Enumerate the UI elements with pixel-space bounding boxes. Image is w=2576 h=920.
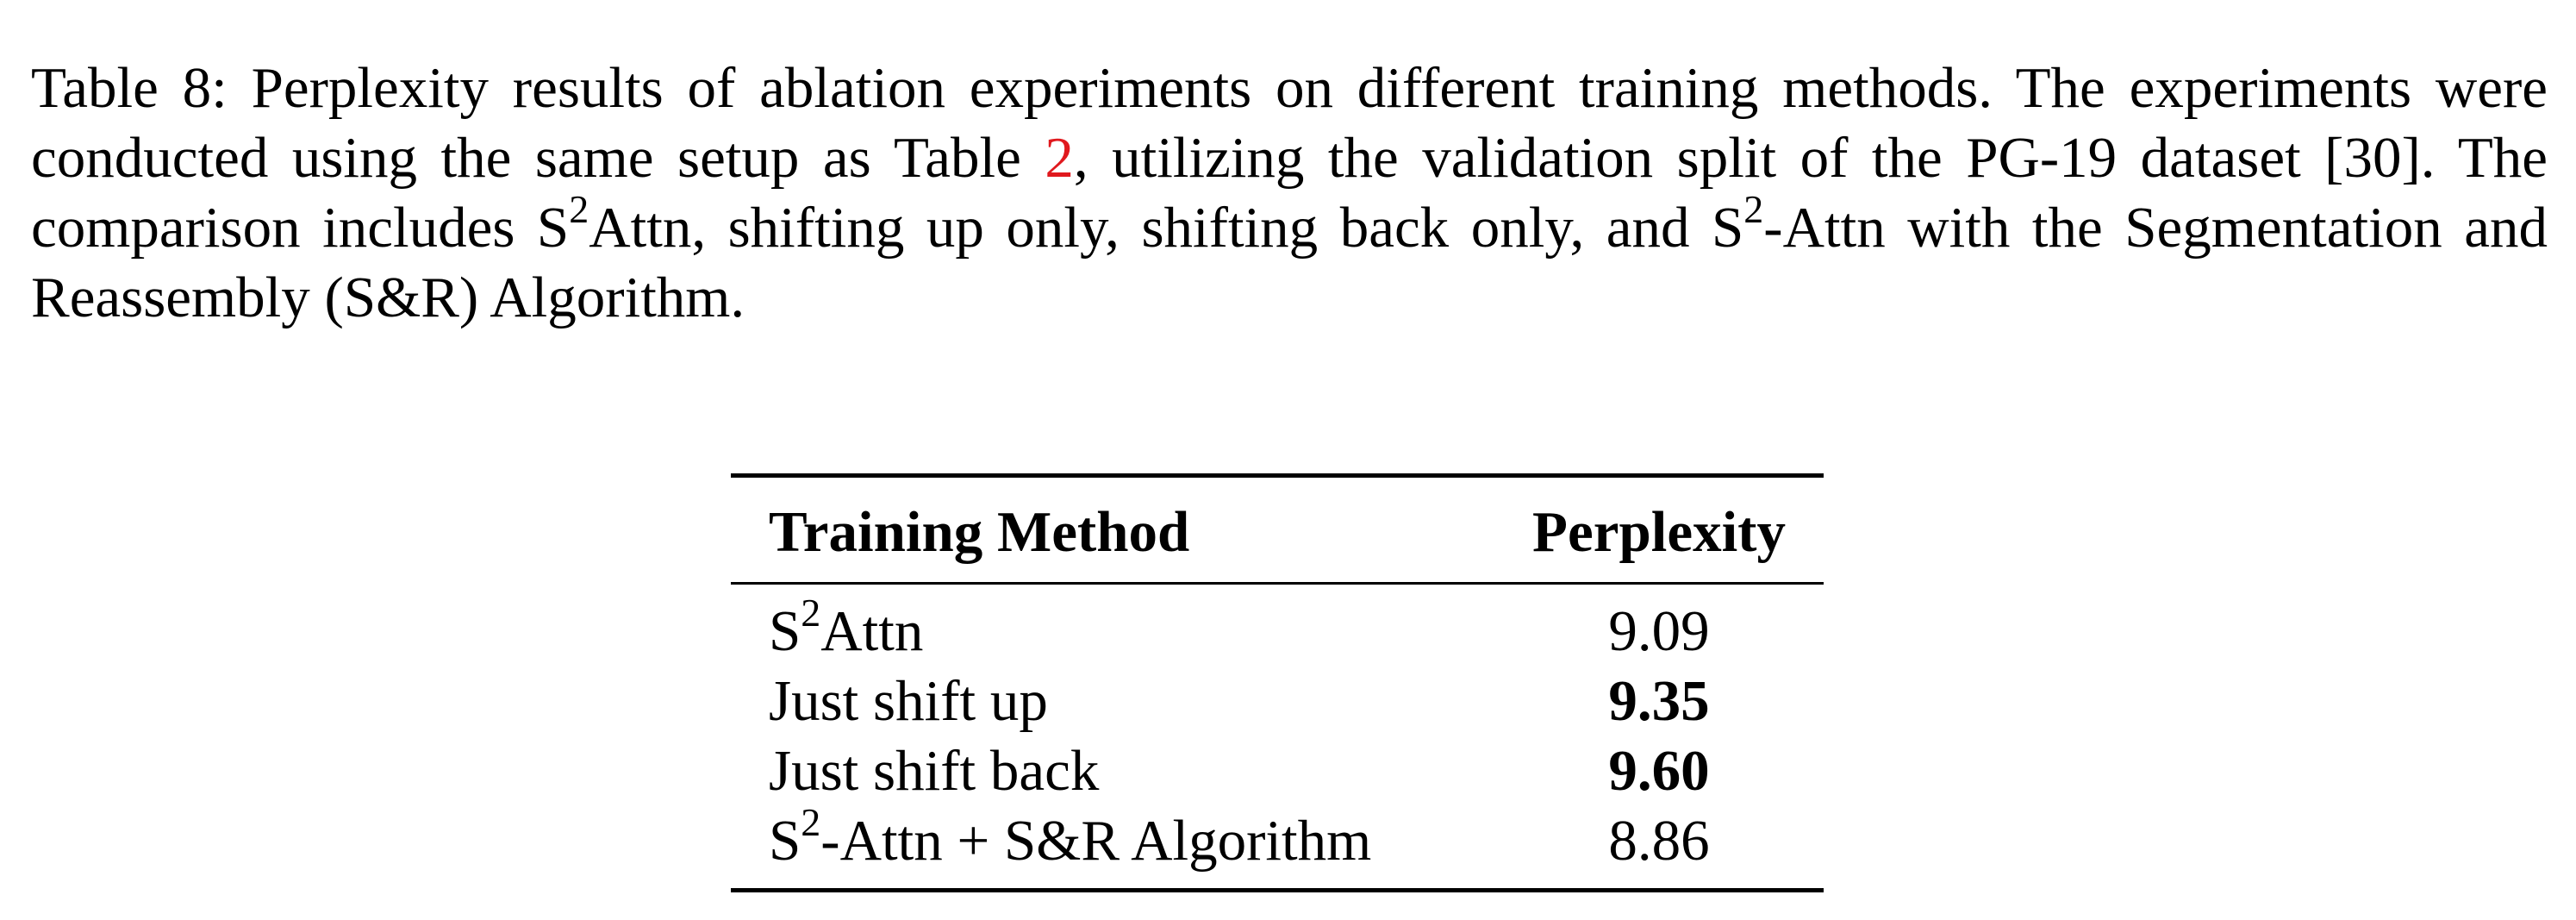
perplexity-table-body: S2Attn 9.09 Just shift up 9.35 Just shift ba… xyxy=(731,585,1824,888)
caption-text-1: Perplexity results of ablation experimen… xyxy=(31,56,2548,190)
results-table: Training Method Perplexity S2Attn 9.09 Jus… xyxy=(731,473,1824,892)
row-training-method: Just shift back xyxy=(731,736,1494,806)
table-top-rule xyxy=(731,473,1824,478)
row-training-method: S2Attn xyxy=(731,585,1494,667)
caption-text-3: Attn, shifting up only, shifting back on… xyxy=(589,196,1744,260)
method-text-suffix: Attn xyxy=(820,599,924,663)
table-row: S2Attn 9.09 xyxy=(731,585,1824,667)
caption-text-4: -Attn with the Segmentation and Reassemb… xyxy=(31,196,2548,329)
row-perplexity-value: 9.09 xyxy=(1608,599,1710,663)
caption-superscript-2: 2 xyxy=(1743,187,1764,231)
header-training-method: Training Method xyxy=(769,500,1190,564)
row-perplexity-value: 8.86 xyxy=(1608,809,1710,873)
row-training-method: S2-Attn + S&R Algorithm xyxy=(731,803,1494,888)
caption-label: Table 8: xyxy=(31,56,228,120)
method-superscript: 2 xyxy=(801,591,821,635)
method-text-suffix: -Attn + S&R Algorithm xyxy=(820,809,1372,873)
method-text: Just shift up xyxy=(769,669,1048,733)
row-training-method: Just shift up xyxy=(731,667,1494,736)
method-text: S xyxy=(769,599,801,663)
row-perplexity-value: 9.35 xyxy=(1608,669,1710,733)
method-text: S xyxy=(769,809,801,873)
table-row: S2-Attn + S&R Algorithm 8.86 xyxy=(731,803,1824,888)
table-caption: Table 8: Perplexity results of ablation … xyxy=(31,53,2548,333)
method-text: Just shift back xyxy=(769,739,1100,803)
table-row: Just shift back 9.60 xyxy=(731,736,1824,806)
caption-text-2: , utilizing the validation split of the … xyxy=(31,126,2548,260)
table-header-row: Training Method Perplexity xyxy=(731,478,1824,582)
table-bottom-rule xyxy=(731,888,1824,892)
caption-superscript-1: 2 xyxy=(569,187,589,231)
method-superscript: 2 xyxy=(801,800,821,844)
table-mid-rule xyxy=(731,582,1824,585)
perplexity-table: Training Method Perplexity xyxy=(731,478,1824,582)
header-perplexity: Perplexity xyxy=(1532,500,1786,564)
table-row: Just shift up 9.35 xyxy=(731,667,1824,736)
table-reference-link[interactable]: 2 xyxy=(1045,126,1074,190)
row-perplexity-value: 9.60 xyxy=(1608,739,1710,803)
